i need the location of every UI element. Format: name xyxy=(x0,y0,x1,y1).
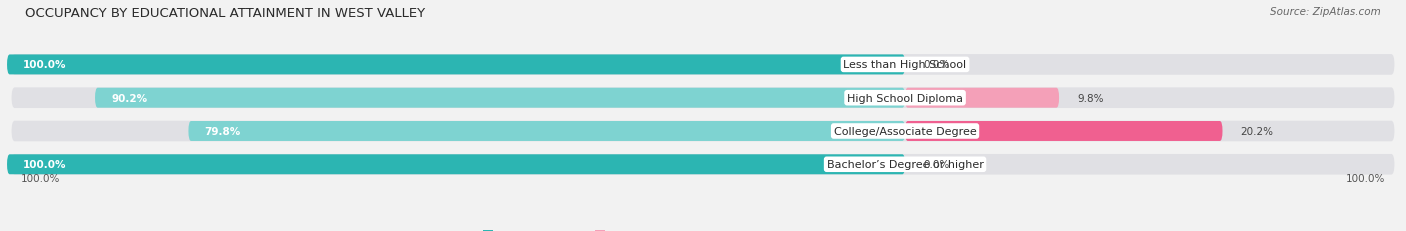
Text: 100.0%: 100.0% xyxy=(22,160,66,170)
Text: Less than High School: Less than High School xyxy=(844,60,966,70)
Text: 0.0%: 0.0% xyxy=(922,60,949,70)
FancyBboxPatch shape xyxy=(7,155,905,174)
Text: 100.0%: 100.0% xyxy=(22,60,66,70)
Text: OCCUPANCY BY EDUCATIONAL ATTAINMENT IN WEST VALLEY: OCCUPANCY BY EDUCATIONAL ATTAINMENT IN W… xyxy=(25,7,426,20)
Legend: Owner-occupied, Renter-occupied: Owner-occupied, Renter-occupied xyxy=(481,228,703,231)
Text: 0.0%: 0.0% xyxy=(922,160,949,170)
FancyBboxPatch shape xyxy=(96,88,905,108)
FancyBboxPatch shape xyxy=(905,122,1222,141)
Text: 79.8%: 79.8% xyxy=(205,126,240,136)
FancyBboxPatch shape xyxy=(905,88,1059,108)
FancyBboxPatch shape xyxy=(11,88,1395,109)
Text: 20.2%: 20.2% xyxy=(1240,126,1274,136)
FancyBboxPatch shape xyxy=(11,154,1395,175)
Text: Source: ZipAtlas.com: Source: ZipAtlas.com xyxy=(1270,7,1381,17)
Text: 100.0%: 100.0% xyxy=(21,173,60,183)
Text: 90.2%: 90.2% xyxy=(111,93,148,103)
Text: High School Diploma: High School Diploma xyxy=(846,93,963,103)
Text: 100.0%: 100.0% xyxy=(1346,173,1385,183)
Text: 9.8%: 9.8% xyxy=(1077,93,1104,103)
Text: College/Associate Degree: College/Associate Degree xyxy=(834,126,976,136)
Text: Bachelor’s Degree or higher: Bachelor’s Degree or higher xyxy=(827,160,983,170)
FancyBboxPatch shape xyxy=(188,122,905,141)
FancyBboxPatch shape xyxy=(11,55,1395,75)
FancyBboxPatch shape xyxy=(11,121,1395,142)
FancyBboxPatch shape xyxy=(7,55,905,75)
